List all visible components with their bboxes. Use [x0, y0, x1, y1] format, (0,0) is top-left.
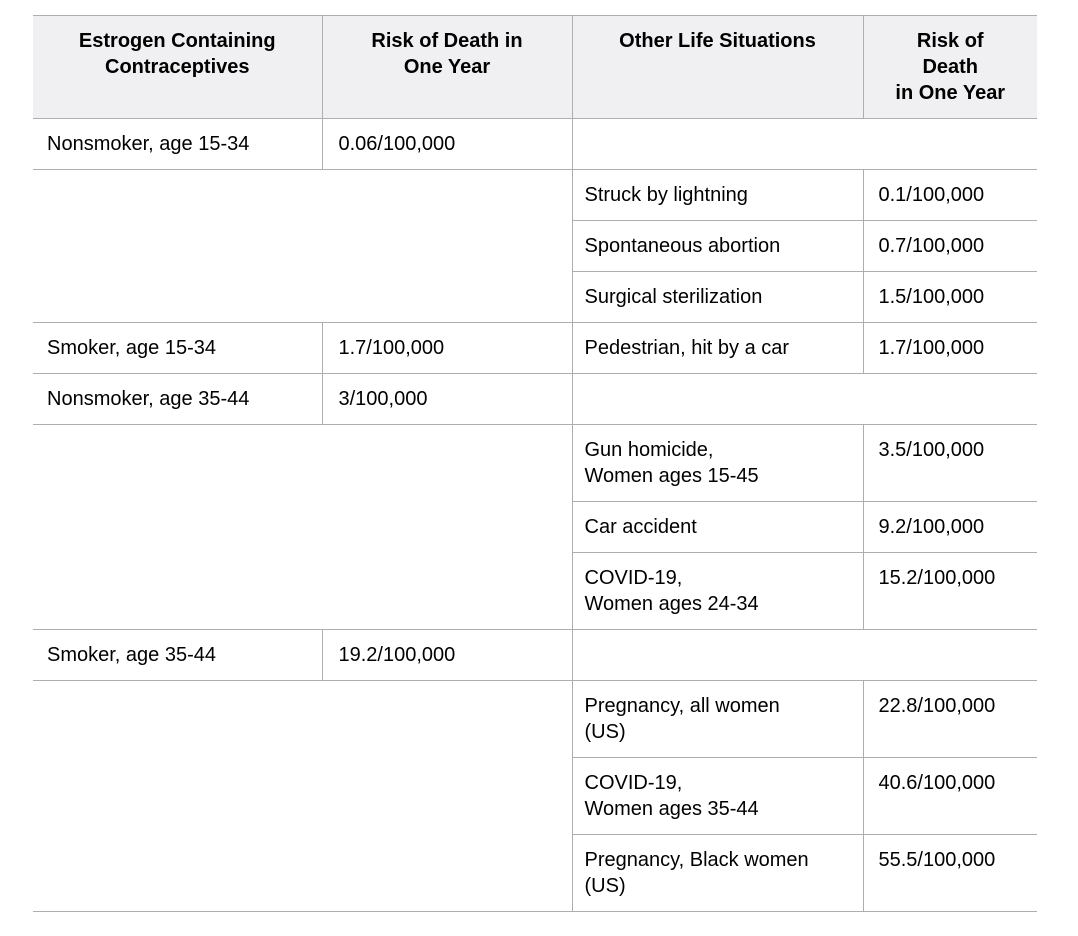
table-row: Surgical sterilization 1.5/100,000: [33, 271, 1037, 323]
contraceptive-risk: 3/100,000: [321, 373, 572, 425]
page: Estrogen Containing Contraceptives Risk …: [33, 15, 1037, 912]
header-contraceptives-risk: Risk of Death in One Year: [321, 15, 572, 119]
situation-label: COVID-19, Women ages 24-34: [571, 552, 863, 630]
empty-cell: [571, 373, 1037, 425]
table-row: Gun homicide, Women ages 15-45 3.5/100,0…: [33, 424, 1037, 630]
contraceptive-label: Nonsmoker, age 35-44: [33, 373, 322, 425]
contraceptive-label: Smoker, age 35-44: [33, 629, 322, 681]
table-row: Spontaneous abortion 0.7/100,000: [33, 220, 1037, 272]
empty-cell: [571, 629, 1037, 681]
situation-label: Gun homicide, Women ages 15-45: [571, 424, 863, 502]
header-contraceptives: Estrogen Containing Contraceptives: [33, 15, 322, 119]
situation-risk: 1.5/100,000: [862, 271, 1037, 323]
empty-cell: [33, 680, 572, 912]
situation-label: Surgical sterilization: [571, 271, 863, 323]
table-row: Struck by lightning 0.1/100,000: [33, 169, 1037, 323]
situation-risk: 3.5/100,000: [862, 424, 1037, 502]
situation-risk: 0.1/100,000: [862, 169, 1037, 221]
situation-label: Struck by lightning: [571, 169, 863, 221]
situation-risk: 15.2/100,000: [862, 552, 1037, 630]
contraceptive-risk: 1.7/100,000: [321, 322, 572, 374]
contraceptive-risk: 19.2/100,000: [321, 629, 572, 681]
table-row: COVID-19, Women ages 24-34 15.2/100,000: [33, 552, 1037, 630]
table-row: Smoker, age 15-34 1.7/100,000 Pedestrian…: [33, 322, 1037, 374]
table-row: COVID-19, Women ages 35-44 40.6/100,000: [33, 757, 1037, 835]
situation-label: Car accident: [571, 501, 863, 553]
situation-label: Pedestrian, hit by a car: [571, 322, 863, 374]
situation-risk: 40.6/100,000: [862, 757, 1037, 835]
table-row: Car accident 9.2/100,000: [33, 501, 1037, 553]
empty-cell: [571, 118, 1037, 170]
situation-label: Pregnancy, all women (US): [571, 680, 863, 758]
situation-label: Spontaneous abortion: [571, 220, 863, 272]
header-situations: Other Life Situations: [571, 15, 863, 119]
table-row: Pregnancy, all women (US) 22.8/100,000: [33, 680, 1037, 912]
table-row: Smoker, age 35-44 19.2/100,000: [33, 629, 1037, 681]
risk-comparison-table: Estrogen Containing Contraceptives Risk …: [33, 15, 1037, 912]
situation-risk: 9.2/100,000: [862, 501, 1037, 553]
table-row: Nonsmoker, age 35-44 3/100,000: [33, 373, 1037, 425]
situation-label: COVID-19, Women ages 35-44: [571, 757, 863, 835]
situation-risk: 0.7/100,000: [862, 220, 1037, 272]
header-row: Estrogen Containing Contraceptives Risk …: [33, 15, 1037, 119]
contraceptive-label: Nonsmoker, age 15-34: [33, 118, 322, 170]
table-row: Pregnancy, Black women (US) 55.5/100,000: [33, 834, 1037, 912]
header-situations-risk: Risk of Death in One Year: [862, 15, 1037, 119]
table-row: Nonsmoker, age 15-34 0.06/100,000: [33, 118, 1037, 170]
situation-risk: 55.5/100,000: [862, 834, 1037, 912]
empty-cell: [33, 169, 572, 323]
situation-risk: 1.7/100,000: [862, 322, 1037, 374]
empty-cell: [33, 424, 572, 630]
situation-risk: 22.8/100,000: [862, 680, 1037, 758]
contraceptive-label: Smoker, age 15-34: [33, 322, 322, 374]
contraceptive-risk: 0.06/100,000: [321, 118, 572, 170]
situation-label: Pregnancy, Black women (US): [571, 834, 863, 912]
